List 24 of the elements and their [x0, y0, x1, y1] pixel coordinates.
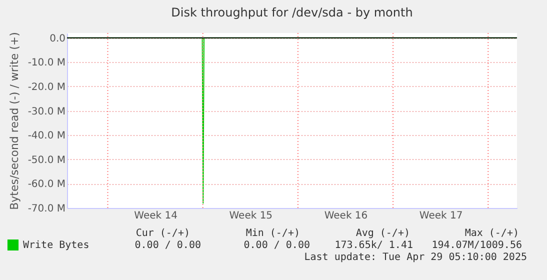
- text: Last update: Tue Apr 29 05:10:00 2025: [304, 252, 527, 263]
- y-tick-label: -60.0 M: [28, 179, 66, 190]
- chart-title: Disk throughput for /dev/sda - by month: [171, 6, 413, 20]
- text: 0.00 / 0.00: [134, 240, 201, 251]
- x-tick-label: Week 16: [324, 210, 368, 222]
- text: Min (-/+): [246, 228, 300, 239]
- y-axis-title: Bytes/second read (-) / write (+): [8, 32, 21, 210]
- x-tick-label: Week 14: [134, 210, 178, 222]
- y-tick-label: -50.0 M: [28, 154, 66, 166]
- y-tick-label: -20.0 M: [28, 82, 66, 93]
- x-tick-label: Week 15: [229, 210, 273, 222]
- text: 0.00 / 0.00: [244, 240, 310, 251]
- text: Avg (-/+): [356, 228, 410, 239]
- text: 194.07M/1009.56: [432, 240, 522, 251]
- y-tick-label: -70.0 M: [28, 204, 66, 214]
- y-tick-label: -30.0 M: [28, 106, 66, 118]
- text: Cur (-/+): [136, 228, 190, 239]
- y-tick-label: -10.0 M: [28, 58, 66, 69]
- text: 173.65k/ 1.41: [334, 240, 413, 251]
- y-tick-label: 0.0: [50, 33, 66, 44]
- x-tick-label: Week 17: [419, 210, 463, 222]
- text: Max (-/+): [464, 228, 519, 239]
- y-tick-label: -40.0 M: [28, 130, 66, 142]
- legend-label: Write Bytes: [23, 240, 90, 251]
